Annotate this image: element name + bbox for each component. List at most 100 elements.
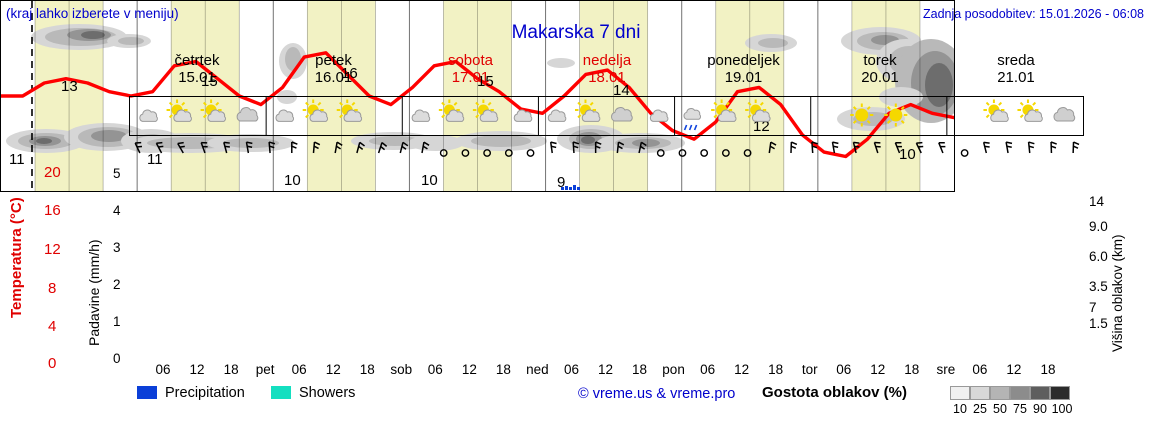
x-tick-3: pet [255,362,275,377]
precip-tick-3: 3 [113,240,121,255]
day-header-5: torek 20.01 [812,52,948,86]
svg-text:10: 10 [899,146,916,163]
day-name-4: ponedeljek [707,52,780,69]
day-date-5: 20.01 [861,69,899,86]
day-header-6: sreda 21.01 [948,52,1084,86]
density-label-10: 10 [953,402,967,416]
x-tick-4: 06 [291,362,307,377]
svg-text:12: 12 [753,118,770,135]
density-swatch-75 [1010,386,1030,400]
x-tick-6: 18 [359,362,375,377]
svg-text:10: 10 [284,172,301,189]
precipitation-legend-label: Precipitation [165,385,245,401]
day-name-1: petek [315,52,352,69]
last-updated: Zadnja posodobitev: 15.01.2026 - 06:08 [922,7,1144,21]
svg-text:9: 9 [557,174,565,191]
cloud-tick-3_5: 3.5 [1089,279,1108,294]
svg-text:11: 11 [9,151,25,168]
x-tick-9: 12 [461,362,477,377]
day-header-0: četrtek 15.01 [129,52,265,86]
x-tick-7: sob [390,362,413,377]
precip-tick-5: 5 [113,166,121,181]
precipitation-legend-swatch [137,386,157,399]
cloud-density-legend-label: Gostota oblakov (%) [762,384,908,401]
weather-icon-strip [129,96,1084,136]
day-name-5: torek [863,52,897,69]
wind-barbs-svg [134,141,1080,157]
x-tick-10: 18 [495,362,511,377]
x-tick-0: 06 [155,362,171,377]
showers-legend-label: Showers [299,385,356,401]
page-title: Makarska 7 dni [511,22,641,43]
day-header-4: ponedeljek 19.01 [675,52,812,86]
svg-text:14: 14 [613,82,630,99]
x-tick-13: 12 [597,362,614,377]
day-date-0: 15.01 [178,69,216,86]
day-name-3: nedelja [582,52,632,69]
day-date-2: 17.01 [451,69,490,86]
cloud-tick-14: 14 [1089,194,1105,209]
temperature-axis-label: Temperatura (°C) [8,197,25,319]
density-swatch-10 [950,386,970,400]
x-tick-8: 06 [427,362,443,377]
temp-tick-12: 12 [44,241,61,258]
x-tick-19: tor [801,362,818,377]
x-tick-25: 12 [1006,362,1022,377]
density-label-75: 75 [1013,402,1027,416]
day-header-1: petek 16.01 [265,52,402,86]
precip-tick-2: 2 [113,277,121,292]
precipitation-axis-label: Padavine (mm/h) [86,239,102,346]
density-label-50: 50 [993,402,1007,416]
x-tick-1: 12 [189,362,205,377]
cloud-tick-7: 7 [1089,300,1097,315]
temp-tick-8: 8 [48,280,57,297]
x-tick-24: 06 [972,362,988,377]
x-tick-17: 12 [734,362,750,377]
cloud-tick-1_5: 1.5 [1089,316,1108,331]
x-tick-16: 06 [700,362,716,377]
density-label-25: 25 [973,402,987,416]
density-swatch-50 [990,386,1010,400]
x-tick-15: pon [662,362,685,377]
cloud-tick-9: 9.0 [1089,219,1108,234]
density-swatch-25 [970,386,990,400]
x-tick-2: 18 [223,362,239,377]
svg-text:11: 11 [147,151,163,168]
x-tick-22: 18 [904,362,920,377]
density-label-90: 90 [1033,402,1047,416]
cloud-tick-6: 6.0 [1089,249,1108,264]
cloud-height-axis-label: Višina oblakov (km) [1110,234,1125,352]
day-date-4: 19.01 [724,69,763,86]
svg-text:15: 15 [477,73,494,90]
wind-barb-strip [129,137,1084,167]
x-tick-23: sre [936,362,956,377]
density-swatch-100 [1050,386,1070,400]
temp-tick-16: 16 [44,202,61,219]
x-tick-20: 06 [836,362,852,377]
temp-tick-20: 20 [44,164,61,181]
day-header-strip: četrtek 15.01 petek 16.01 sobota 17.01 n… [129,52,1084,94]
x-tick-26: 18 [1040,362,1056,377]
day-header-3: nedelja 18.01 [539,52,675,86]
day-header-2: sobota 17.01 [402,52,539,86]
density-swatch-90 [1030,386,1050,400]
day-date-6: 21.01 [997,69,1035,86]
day-name-0: četrtek [174,52,220,69]
density-label-100: 100 [1051,402,1073,416]
day-date-1: 16.01 [314,69,353,86]
precip-tick-4: 4 [113,203,121,218]
x-tick-14: 18 [632,362,648,377]
x-tick-11: ned [526,362,549,377]
credit-link[interactable]: © vreme.us & vreme.pro [578,386,736,402]
x-tick-12: 06 [563,362,579,377]
x-tick-21: 12 [870,362,886,377]
precip-tick-1: 1 [113,314,121,329]
location-menu-note[interactable]: (kraj lahko izberete v meniju) [6,6,179,21]
precip-tick-0: 0 [113,351,121,366]
svg-text:16: 16 [341,65,358,82]
x-tick-5: 12 [325,362,341,377]
x-tick-18: 18 [768,362,784,377]
temp-tick-0: 0 [48,355,57,372]
day-date-3: 18.01 [588,69,626,86]
svg-text:15: 15 [201,73,218,90]
